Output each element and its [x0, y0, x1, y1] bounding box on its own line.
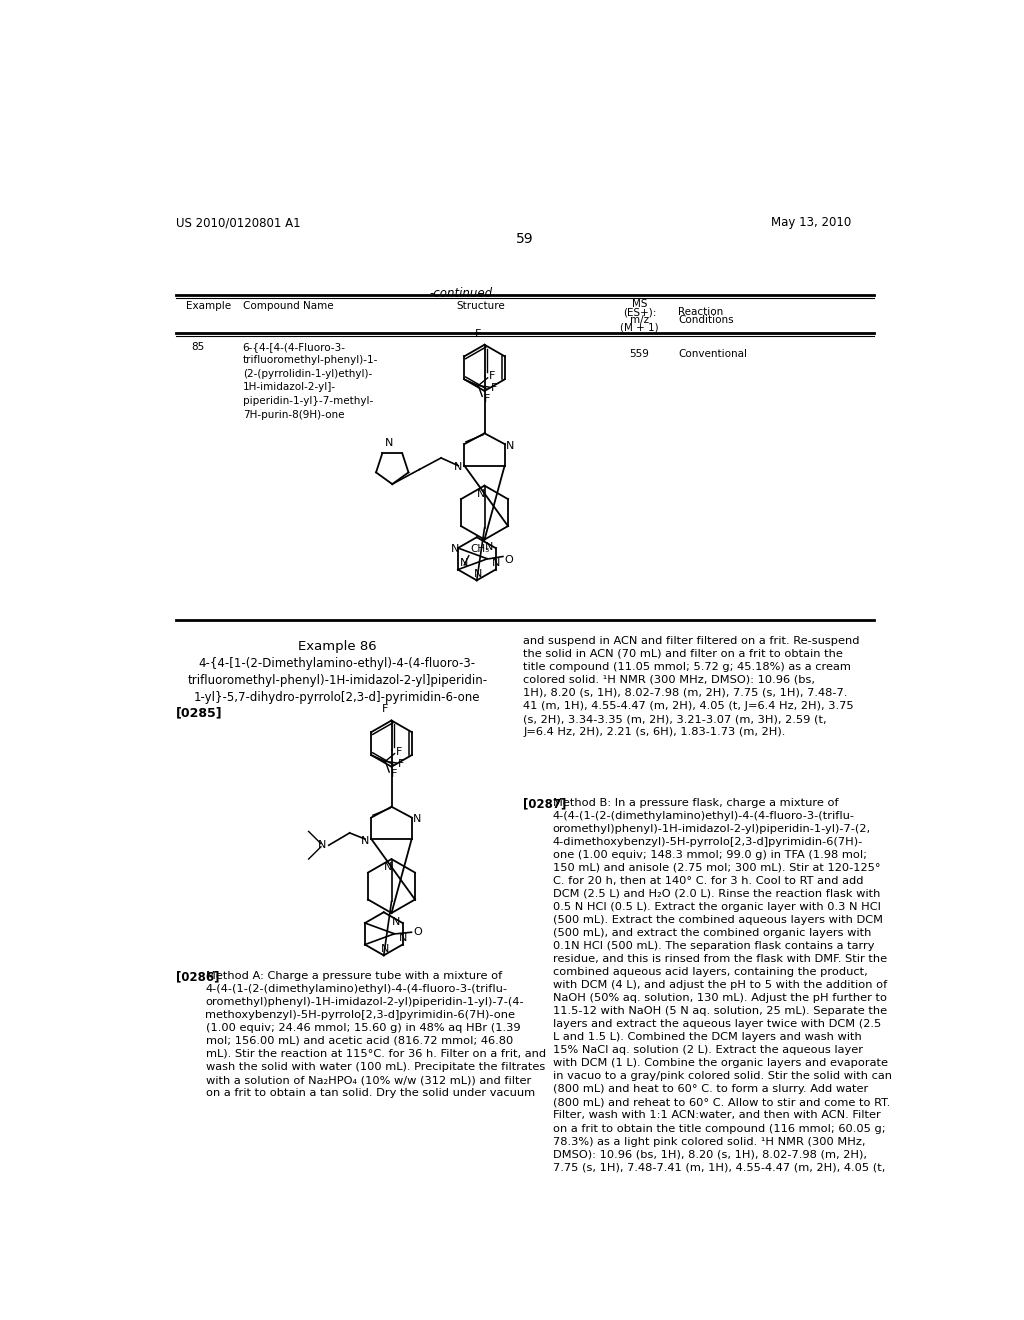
Text: Structure: Structure — [457, 301, 505, 310]
Text: Example: Example — [186, 301, 231, 310]
Text: 85: 85 — [191, 342, 205, 351]
Text: N: N — [398, 933, 408, 944]
Text: N: N — [454, 462, 462, 473]
Text: F: F — [382, 705, 388, 714]
Text: (M + 1): (M + 1) — [621, 322, 658, 333]
Text: N: N — [460, 558, 468, 569]
Text: [0286]: [0286] — [176, 970, 219, 983]
Text: N: N — [414, 814, 422, 824]
Text: MS: MS — [632, 300, 647, 309]
Text: m/z: m/z — [630, 314, 649, 325]
Text: N: N — [474, 569, 482, 579]
Text: N: N — [451, 544, 459, 554]
Text: [0285]: [0285] — [176, 706, 222, 719]
Text: Example 86: Example 86 — [298, 640, 377, 652]
Text: Conventional: Conventional — [678, 350, 748, 359]
Text: (ES+):: (ES+): — [623, 308, 656, 317]
Text: 6-{4-[4-(4-Fluoro-3-
trifluoromethyl-phenyl)-1-
(2-(pyrrolidin-1-yl)ethyl)-
1H-i: 6-{4-[4-(4-Fluoro-3- trifluoromethyl-phe… — [243, 342, 378, 420]
Text: -continued: -continued — [430, 286, 493, 300]
Text: N: N — [477, 488, 485, 499]
Text: F: F — [483, 393, 490, 404]
Text: N: N — [381, 944, 389, 954]
Text: F: F — [397, 759, 404, 768]
Text: N: N — [384, 862, 392, 873]
Text: May 13, 2010: May 13, 2010 — [771, 216, 852, 230]
Text: F: F — [490, 383, 497, 393]
Text: Method B: In a pressure flask, charge a mixture of
4-(4-(1-(2-(dimethylamino)eth: Method B: In a pressure flask, charge a … — [553, 797, 892, 1172]
Text: N: N — [492, 558, 500, 569]
Text: Conditions: Conditions — [678, 314, 734, 325]
Text: F: F — [475, 329, 481, 339]
Text: Reaction: Reaction — [678, 308, 724, 317]
Text: 4-{4-[1-(2-Dimethylamino-ethyl)-4-(4-fluoro-3-
trifluoromethyl-phenyl)-1H-imidaz: 4-{4-[1-(2-Dimethylamino-ethyl)-4-(4-flu… — [187, 657, 487, 705]
Text: F: F — [396, 747, 402, 758]
Text: N: N — [484, 541, 494, 552]
Text: Compound Name: Compound Name — [243, 301, 334, 310]
Text: N: N — [385, 438, 393, 447]
Text: 59: 59 — [516, 231, 534, 246]
Text: N: N — [317, 841, 327, 850]
Text: F: F — [489, 371, 496, 381]
Text: F: F — [391, 770, 397, 779]
Text: 559: 559 — [630, 350, 649, 359]
Text: N: N — [360, 836, 369, 846]
Text: Method A: Charge a pressure tube with a mixture of
4-(4-(1-(2-(dimethylamino)eth: Method A: Charge a pressure tube with a … — [206, 970, 546, 1098]
Text: US 2010/0120801 A1: US 2010/0120801 A1 — [176, 216, 301, 230]
Text: O: O — [413, 927, 422, 937]
Text: [0287]: [0287] — [523, 797, 566, 810]
Text: O: O — [505, 554, 513, 565]
Text: and suspend in ACN and filter filtered on a frit. Re-suspend
the solid in ACN (7: and suspend in ACN and filter filtered o… — [523, 636, 860, 737]
Text: CH₃: CH₃ — [470, 544, 489, 554]
Text: N: N — [506, 441, 515, 450]
Text: N: N — [392, 916, 400, 927]
